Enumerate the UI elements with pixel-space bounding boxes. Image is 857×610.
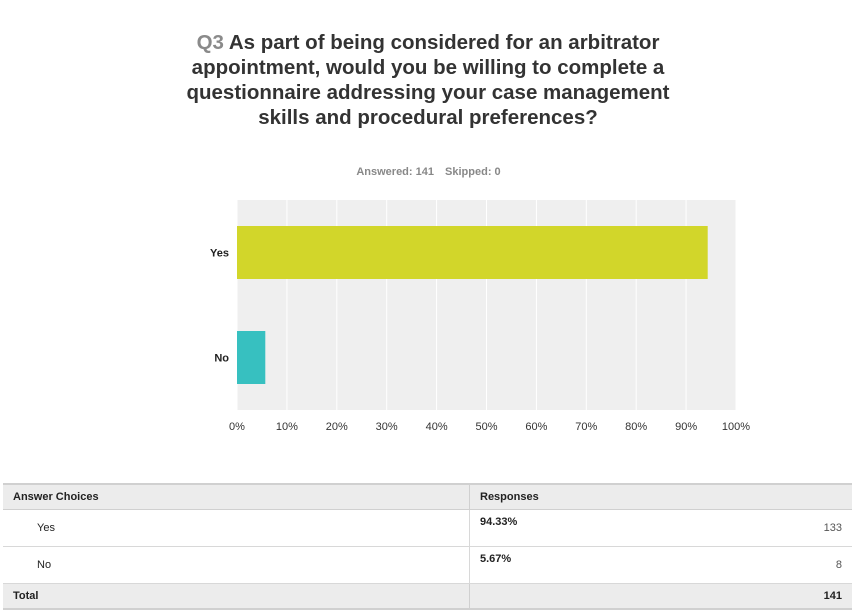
x-tick-label: 30% bbox=[376, 421, 398, 433]
response-count: 8 bbox=[699, 546, 852, 584]
x-tick-label: 60% bbox=[525, 421, 547, 433]
header-responses: Responses bbox=[469, 483, 852, 510]
total-spacer bbox=[469, 583, 700, 610]
table-header: Answer Choices Responses bbox=[3, 483, 852, 510]
answered-count: Answered: 141 bbox=[356, 166, 434, 178]
answer-summary-table: Answer Choices Responses Yes 94.33% 133 … bbox=[3, 483, 852, 610]
x-tick-label: 50% bbox=[475, 421, 497, 433]
category-label: Yes bbox=[210, 248, 229, 260]
total-label: Total bbox=[3, 583, 470, 610]
question-title: Q3 As part of being considered for an ar… bbox=[170, 30, 686, 130]
choice-label: No bbox=[3, 546, 470, 584]
response-count: 133 bbox=[699, 509, 852, 547]
x-tick-label: 40% bbox=[426, 421, 448, 433]
x-tick-label: 0% bbox=[229, 421, 245, 433]
x-tick-label: 10% bbox=[276, 421, 298, 433]
response-percent: 94.33% bbox=[469, 509, 700, 547]
skipped-count: Skipped: 0 bbox=[445, 166, 501, 178]
x-tick-label: 80% bbox=[625, 421, 647, 433]
table-row: No 5.67% 8 bbox=[3, 546, 852, 584]
category-labels: Yes No bbox=[210, 248, 229, 365]
x-tick-label: 90% bbox=[675, 421, 697, 433]
bar-no bbox=[237, 331, 266, 384]
choice-label: Yes bbox=[3, 509, 470, 547]
x-tick-label: 70% bbox=[575, 421, 597, 433]
x-tick-label: 20% bbox=[326, 421, 348, 433]
table-total-row: Total 141 bbox=[3, 583, 852, 610]
x-axis-ticks: 0% 10% 20% 30% 40% 50% 60% 70% 80% 90% 100% bbox=[229, 421, 750, 433]
question-number: Q3 bbox=[196, 31, 224, 54]
response-stats: Answered: 141 Skipped: 0 bbox=[0, 166, 857, 178]
category-label: No bbox=[214, 353, 229, 365]
bar-yes bbox=[237, 226, 708, 279]
response-percent: 5.67% bbox=[469, 546, 700, 584]
question-text: As part of being considered for an arbit… bbox=[186, 31, 670, 129]
bars bbox=[237, 226, 708, 384]
header-answer-choices: Answer Choices bbox=[3, 483, 470, 510]
table-row: Yes 94.33% 133 bbox=[3, 509, 852, 547]
total-count: 141 bbox=[699, 583, 852, 610]
x-tick-label: 100% bbox=[722, 421, 750, 433]
bar-chart: Yes No 0% 10% 20% 30% 40% 50% 60% 70% 80% 90% 100% bbox=[210, 200, 750, 433]
